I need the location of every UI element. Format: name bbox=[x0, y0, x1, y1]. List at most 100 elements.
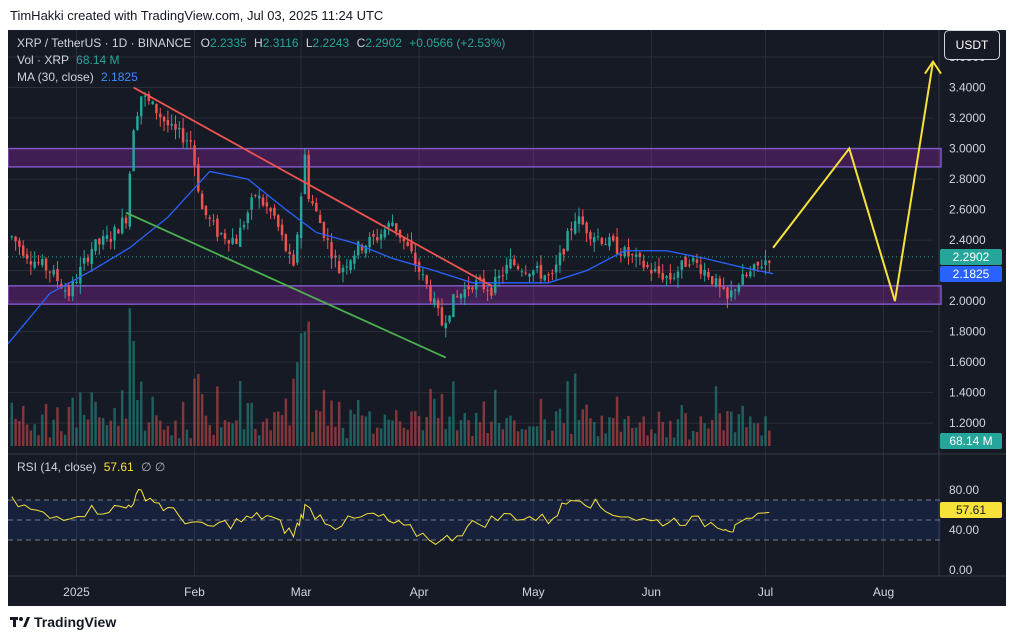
volume-bar bbox=[299, 333, 303, 446]
volume-bar bbox=[231, 423, 234, 446]
candle-body bbox=[589, 232, 592, 240]
candle-body bbox=[520, 271, 524, 273]
volume-bar bbox=[29, 430, 33, 446]
volume-bar bbox=[90, 392, 93, 446]
volume-bar bbox=[82, 414, 86, 446]
volume-bar bbox=[330, 400, 333, 446]
candle-body bbox=[631, 254, 634, 256]
candle-body bbox=[486, 290, 489, 292]
candle-body bbox=[318, 214, 322, 224]
volume-bar bbox=[159, 420, 162, 446]
volume-bar bbox=[676, 419, 680, 446]
candle-body bbox=[364, 245, 368, 254]
candle-body bbox=[497, 275, 501, 279]
volume-bar bbox=[254, 428, 257, 446]
candle-body bbox=[661, 273, 664, 280]
candle-body bbox=[174, 123, 177, 130]
y-tick-label: 1.4000 bbox=[949, 386, 986, 400]
x-tick-label: Jul bbox=[758, 585, 773, 599]
volume-bar bbox=[94, 401, 97, 446]
candle-body bbox=[749, 271, 752, 277]
volume-bar bbox=[402, 427, 406, 446]
volume-bar bbox=[474, 412, 478, 446]
candle-body bbox=[577, 216, 581, 225]
candle-body bbox=[185, 140, 189, 142]
volume-bar bbox=[117, 425, 120, 446]
candle-body bbox=[231, 237, 234, 244]
volume-label[interactable]: Vol · XRP bbox=[17, 53, 69, 67]
chart-panel[interactable]: 2025FebMarAprMayJunJulAug3.60003.40003.2… bbox=[7, 30, 1006, 606]
volume-bar bbox=[672, 437, 676, 446]
volume-bar bbox=[25, 424, 29, 446]
volume-bar bbox=[471, 435, 474, 446]
low-value: 2.2243 bbox=[312, 36, 350, 50]
volume-bar bbox=[280, 415, 284, 446]
volume-bar bbox=[406, 429, 409, 446]
currency-button[interactable]: USDT bbox=[944, 30, 1000, 60]
y-tick-label: 3.2000 bbox=[949, 111, 986, 125]
volume-bar bbox=[387, 419, 390, 446]
tradingview-logo[interactable]: TradingView bbox=[10, 614, 116, 630]
candle-body bbox=[722, 287, 725, 290]
volume-bar bbox=[360, 415, 364, 446]
volume-bar bbox=[197, 373, 200, 446]
candle-body bbox=[627, 247, 630, 257]
volume-bar bbox=[688, 439, 691, 446]
volume-bar bbox=[414, 411, 417, 446]
candle-body bbox=[208, 217, 211, 219]
brand-name: TradingView bbox=[34, 614, 117, 630]
candle-body bbox=[326, 238, 329, 240]
candle-body bbox=[402, 238, 406, 242]
candle-body bbox=[139, 96, 143, 117]
candle-body bbox=[128, 173, 132, 227]
candle-body bbox=[467, 285, 470, 290]
candle-body bbox=[543, 275, 546, 281]
volume-bar bbox=[539, 398, 543, 446]
volume-bar bbox=[532, 426, 535, 446]
volume-bar bbox=[684, 413, 687, 446]
rsi-value: 57.61 bbox=[103, 460, 134, 474]
candle-body bbox=[280, 224, 284, 236]
candle-body bbox=[756, 261, 760, 266]
volume-legend: Vol · XRP 68.14 M bbox=[17, 53, 120, 67]
candle-body bbox=[490, 287, 493, 296]
y-tick-label: 3.4000 bbox=[949, 81, 986, 95]
volume-bar bbox=[764, 416, 767, 446]
volume-bar bbox=[60, 431, 63, 446]
volume-bar bbox=[326, 425, 329, 446]
volume-bar bbox=[459, 419, 463, 446]
rsi-tag: 57.61 bbox=[940, 502, 1002, 518]
candle-body bbox=[615, 236, 619, 254]
volume-bar bbox=[356, 399, 360, 446]
volume-bar bbox=[604, 433, 607, 446]
volume-bar bbox=[680, 405, 683, 446]
ma-label[interactable]: MA (30, close) bbox=[17, 70, 94, 84]
volume-bar bbox=[277, 411, 280, 446]
candle-body bbox=[136, 116, 139, 130]
chart-canvas[interactable]: 2025FebMarAprMayJunJulAug3.60003.40003.2… bbox=[7, 30, 1006, 606]
volume-bar bbox=[631, 427, 634, 446]
volume-bar bbox=[596, 436, 600, 446]
volume-bar bbox=[592, 422, 596, 446]
volume-bar bbox=[113, 408, 116, 446]
volume-bar bbox=[37, 435, 40, 446]
rsi-label[interactable]: RSI (14, close) bbox=[17, 460, 97, 474]
candle-body bbox=[592, 237, 596, 243]
candle-body bbox=[170, 123, 173, 126]
candle-body bbox=[71, 281, 74, 297]
candle-body bbox=[345, 266, 349, 268]
volume-bar bbox=[139, 381, 143, 446]
candle-body bbox=[204, 205, 208, 216]
y-tick-label: 3.0000 bbox=[949, 142, 986, 156]
ma-legend: MA (30, close) 2.1825 bbox=[17, 70, 138, 84]
candle-body bbox=[200, 193, 204, 210]
symbol-label[interactable]: XRP / TetherUS · 1D · BINANCE bbox=[17, 36, 192, 50]
candle-body bbox=[25, 254, 29, 259]
y-tick-label: 2.6000 bbox=[949, 203, 986, 217]
volume-bar bbox=[151, 396, 154, 446]
y-tick-label: 2.4000 bbox=[949, 233, 986, 247]
volume-bar bbox=[490, 421, 493, 446]
candle-body bbox=[406, 241, 409, 246]
candle-body bbox=[562, 249, 565, 255]
candle-body bbox=[37, 262, 40, 264]
